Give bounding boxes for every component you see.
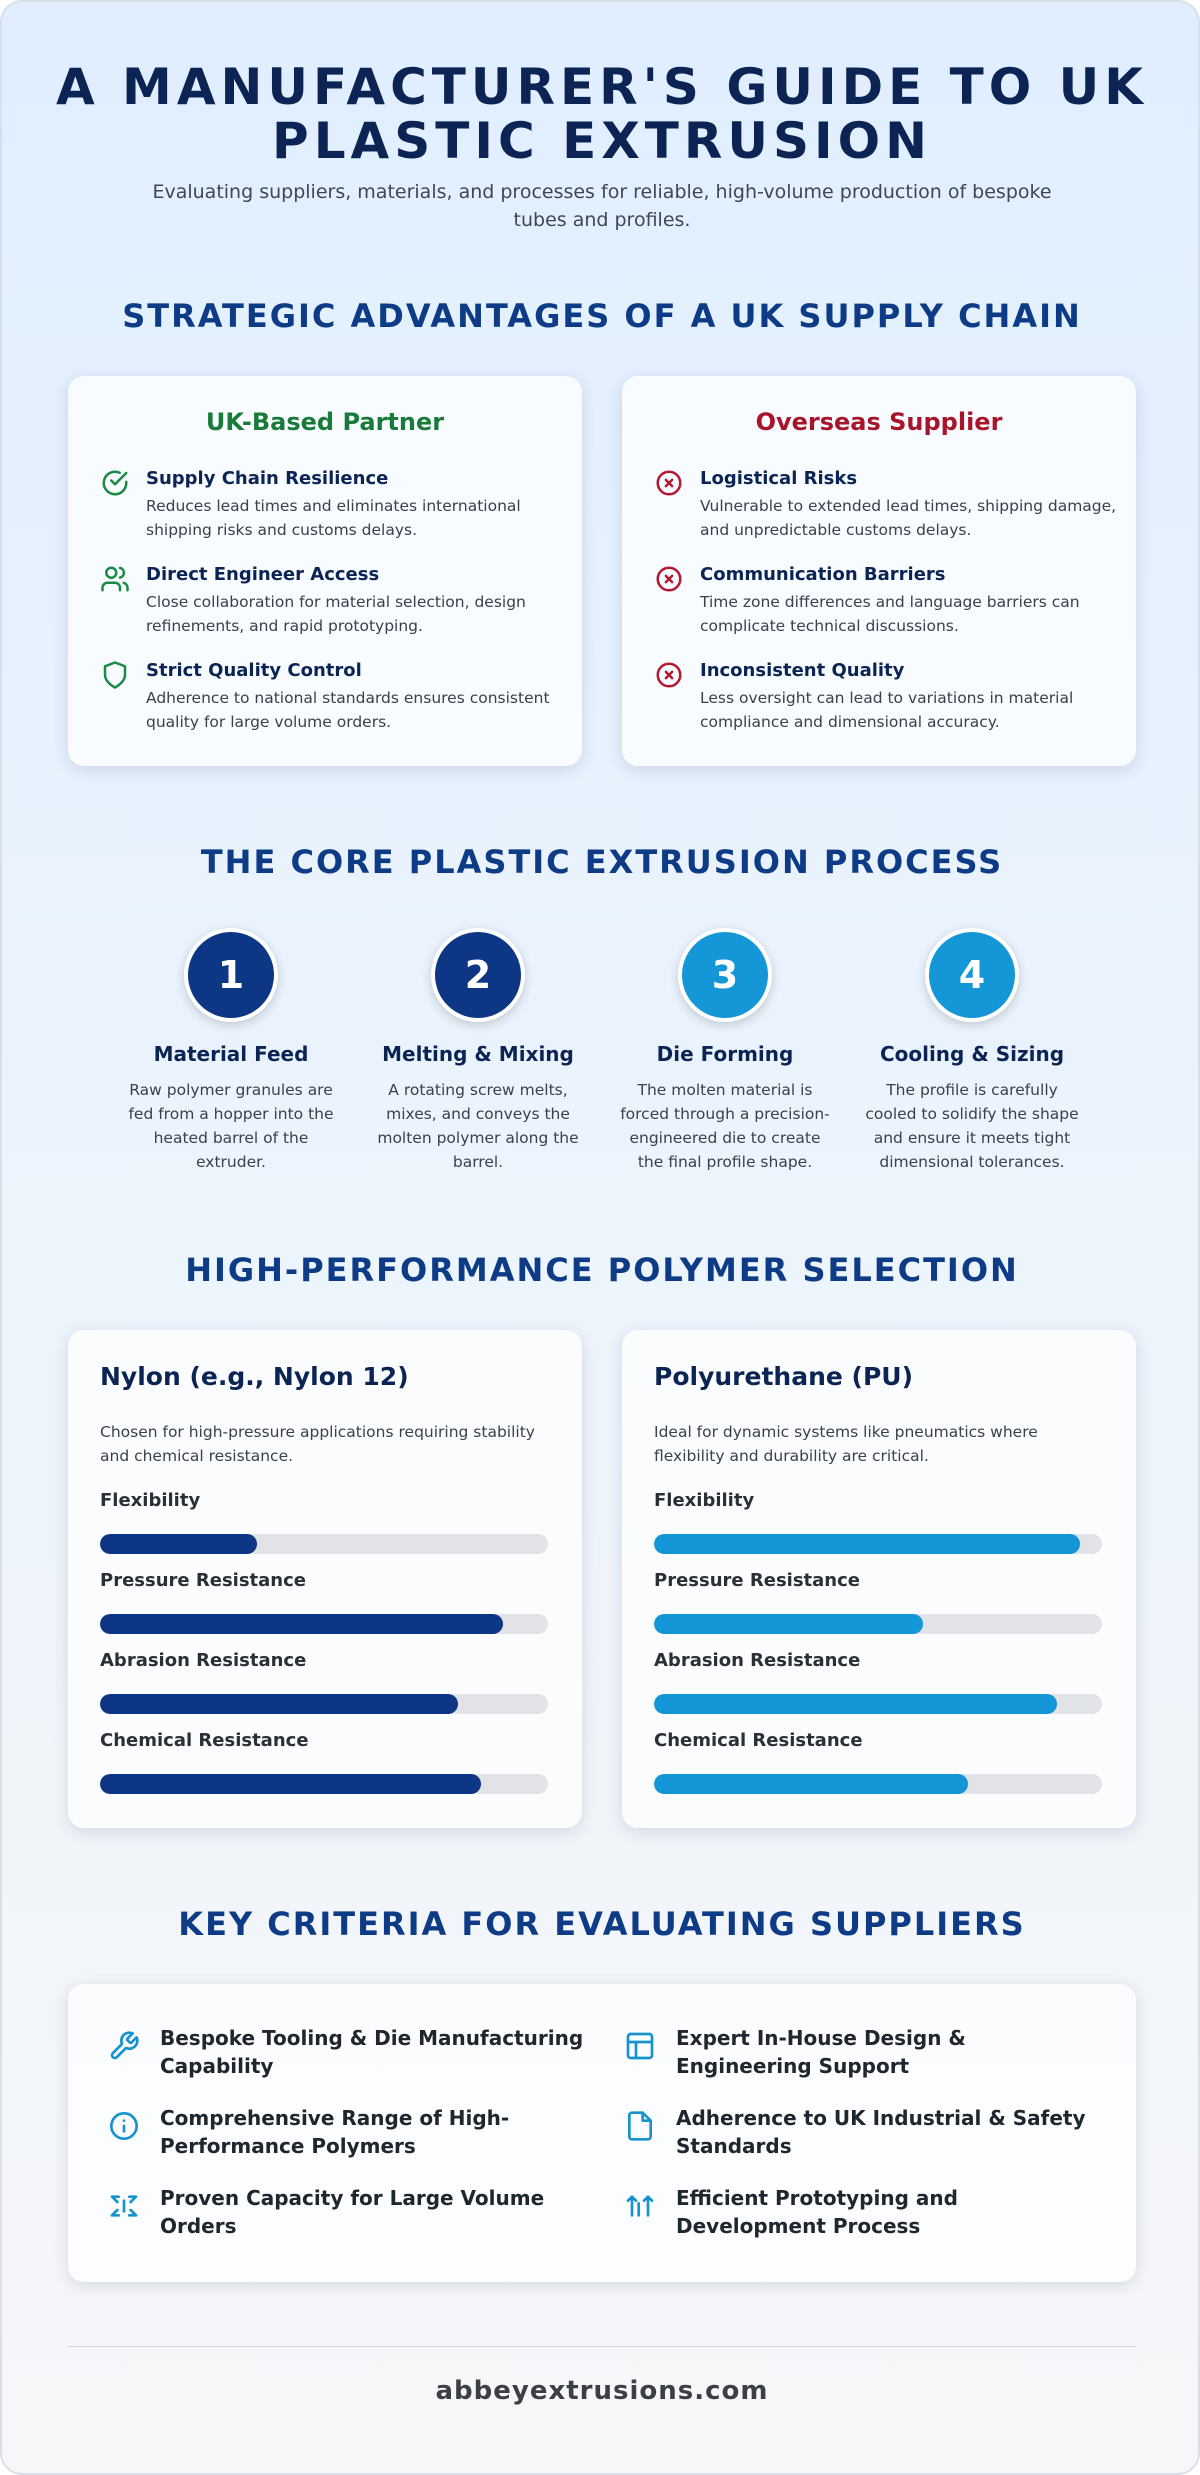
risk-desc: Less oversight can lead to variations in… (700, 689, 1074, 731)
risk-desc: Vulnerable to extended lead times, shipp… (700, 497, 1117, 539)
step-title: Melting & Mixing (382, 1042, 574, 1066)
criteria-text: Proven Capacity for Large Volume Orders (160, 2186, 545, 2238)
info-icon (108, 2110, 140, 2142)
uk-partner-heading: UK-Based Partner (205, 408, 445, 436)
criteria-text: Bespoke Tooling & Die Manufacturing Capa… (160, 2026, 584, 2078)
property-bar-track (100, 1614, 548, 1634)
polymer-card-nylon: Nylon (e.g., Nylon 12) Chosen for high-p… (68, 1330, 582, 1828)
property-bar-track (100, 1774, 548, 1794)
footer-divider (68, 2346, 1136, 2347)
property-bar-track (654, 1534, 1102, 1554)
overseas-supplier-heading: Overseas Supplier (755, 408, 1003, 436)
layout-icon (624, 2030, 656, 2062)
polymer-title: Polyurethane (PU) (654, 1362, 913, 1391)
risk-desc: Time zone differences and language barri… (700, 593, 1080, 635)
advantage-title: Strict Quality Control (146, 660, 362, 681)
section-title-process: THE CORE PLASTIC EXTRUSION PROCESS (200, 843, 1004, 881)
property-label: Flexibility (100, 1490, 201, 1511)
file-icon (624, 2110, 656, 2142)
property-bar-fill (654, 1694, 1058, 1714)
advantage-desc: Adherence to national standards ensures … (146, 689, 550, 731)
property-bar-fill (100, 1774, 481, 1794)
step-title: Die Forming (656, 1042, 794, 1066)
property-bar-fill (100, 1694, 459, 1714)
advantage-title: Direct Engineer Access (146, 564, 380, 585)
risk-title: Communication Barriers (700, 564, 946, 585)
x-circle-icon (654, 660, 684, 690)
section-title-polymers: HIGH-PERFORMANCE POLYMER SELECTION (185, 1251, 1019, 1289)
page-subtitle: Evaluating suppliers, materials, and pro… (152, 181, 1052, 231)
criteria-text: Expert In-House Design & Engineering Sup… (676, 2026, 966, 2078)
polymer-card-polyurethane: Polyurethane (PU) Ideal for dynamic syst… (622, 1330, 1136, 1828)
property-bar-fill (654, 1774, 968, 1794)
criteria-card: Bespoke Tooling & Die Manufacturing Capa… (68, 1984, 1136, 2282)
step-number-badge: 1 (184, 928, 278, 1022)
property-label: Flexibility (654, 1490, 755, 1511)
step-desc: The profile is carefully cooled to solid… (865, 1081, 1079, 1171)
footer-website: abbeyextrusions.com (435, 2376, 769, 2406)
property-bar-fill (654, 1534, 1080, 1554)
property-label: Pressure Resistance (100, 1570, 306, 1591)
check-circle-icon (100, 468, 130, 498)
property-bar-fill (654, 1614, 923, 1634)
users-icon (100, 564, 130, 594)
criteria-text: Comprehensive Range of High-Performance … (160, 2106, 510, 2158)
advantage-desc: Reduces lead times and eliminates intern… (146, 497, 521, 539)
property-bar-track (654, 1694, 1102, 1714)
advantage-desc: Close collaboration for material selecti… (146, 593, 526, 635)
step-desc: The molten material is forced through a … (620, 1081, 830, 1171)
page-title: A MANUFACTURER'S GUIDE TO UK PLASTIC EXT… (55, 58, 1149, 170)
step-desc: A rotating screw melts, mixes, and conve… (377, 1081, 579, 1171)
step-number-badge: 2 (431, 928, 525, 1022)
property-label: Abrasion Resistance (100, 1650, 307, 1671)
step-desc: Raw polymer granules are fed from a hopp… (128, 1081, 334, 1171)
shield-icon (100, 660, 130, 690)
wrench-icon (108, 2030, 140, 2062)
property-label: Chemical Resistance (654, 1730, 863, 1751)
property-bar-track (654, 1614, 1102, 1634)
uk-partner-card: UK-Based Partner Supply Chain Resilience… (68, 376, 582, 766)
property-label: Pressure Resistance (654, 1570, 860, 1591)
x-circle-icon (654, 564, 684, 594)
step-title: Cooling & Sizing (879, 1042, 1065, 1066)
property-bar-track (100, 1694, 548, 1714)
risk-title: Inconsistent Quality (700, 660, 905, 681)
polymer-title: Nylon (e.g., Nylon 12) (100, 1362, 409, 1391)
property-label: Abrasion Resistance (654, 1650, 861, 1671)
property-bar-track (100, 1534, 548, 1554)
polymer-desc: Ideal for dynamic systems like pneumatic… (654, 1423, 1038, 1465)
criteria-text: Efficient Prototyping and Development Pr… (676, 2186, 958, 2238)
criteria-text: Adherence to UK Industrial & Safety Stan… (676, 2106, 1086, 2158)
risk-title: Logistical Risks (700, 468, 858, 489)
x-circle-icon (654, 468, 684, 498)
section-title-advantages: STRATEGIC ADVANTAGES OF A UK SUPPLY CHAI… (122, 297, 1082, 335)
advantage-title: Supply Chain Resilience (146, 468, 389, 489)
step-title: Material Feed (153, 1042, 309, 1066)
polymer-desc: Chosen for high-pressure applications re… (100, 1423, 535, 1465)
arrows-up-icon (624, 2190, 656, 2222)
step-number-badge: 4 (925, 928, 1019, 1022)
overseas-supplier-card: Overseas Supplier Logistical Risks Vulne… (622, 376, 1136, 766)
property-bar-track (654, 1774, 1102, 1794)
property-bar-fill (100, 1614, 504, 1634)
property-label: Chemical Resistance (100, 1730, 309, 1751)
property-bar-fill (100, 1534, 257, 1554)
scale-icon (108, 2190, 140, 2222)
section-title-criteria: KEY CRITERIA FOR EVALUATING SUPPLIERS (178, 1905, 1026, 1943)
step-number-badge: 3 (678, 928, 772, 1022)
